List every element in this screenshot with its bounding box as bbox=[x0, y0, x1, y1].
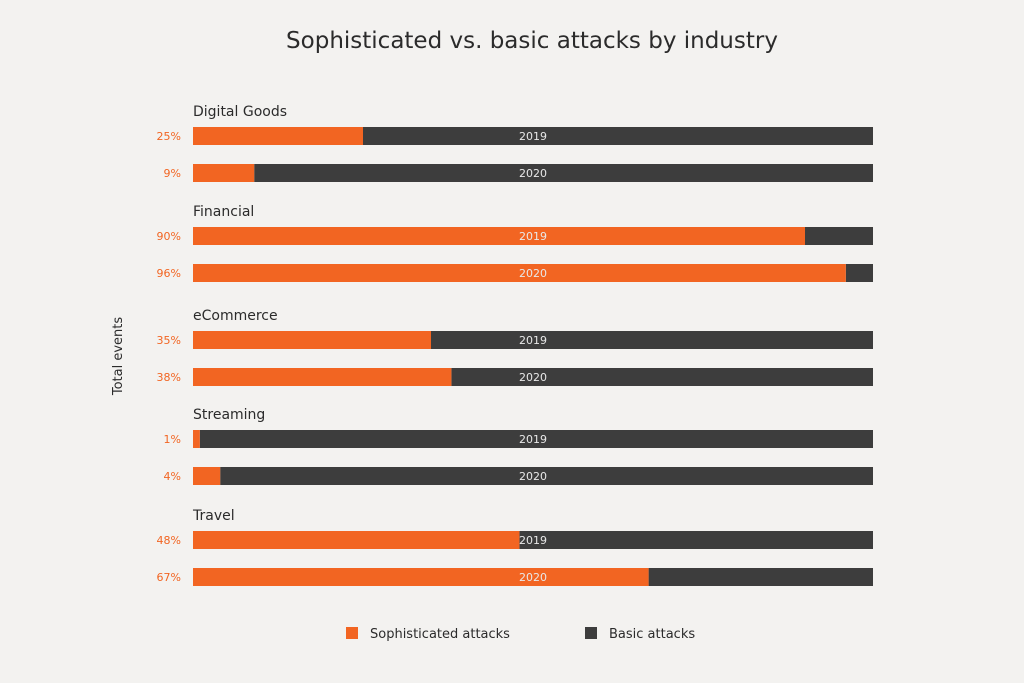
bar-basic-travel-2020 bbox=[648, 568, 873, 586]
bar-basic-streaming-2019 bbox=[199, 430, 874, 448]
legend-swatch-sophisticated-attacks bbox=[346, 627, 358, 639]
bar-basic-financial-2019 bbox=[805, 227, 873, 245]
percent-label-digital-goods-2020: 9% bbox=[164, 167, 181, 180]
legend-swatch-basic-attacks bbox=[585, 627, 597, 639]
bar-sophisticated-financial-2020 bbox=[193, 264, 846, 282]
plot-area: Digital Goods 2019 25% 2020 9% Financial 2019 9… bbox=[157, 104, 874, 586]
percent-label-travel-2020: 67% bbox=[157, 571, 181, 584]
bar-sophisticated-streaming-2019 bbox=[193, 430, 200, 448]
bar-sophisticated-travel-2020 bbox=[193, 568, 649, 586]
bar-sophisticated-streaming-2020 bbox=[193, 467, 221, 485]
bar-basic-streaming-2020 bbox=[220, 467, 873, 485]
bar-sophisticated-financial-2019 bbox=[193, 227, 805, 245]
bar-year-label-streaming-2020: 2020 bbox=[519, 470, 547, 483]
legend-label-basic-attacks: Basic attacks bbox=[609, 627, 695, 642]
bar-basic-ecommerce-2019 bbox=[431, 331, 873, 349]
percent-label-digital-goods-2019: 25% bbox=[157, 130, 181, 143]
bar-sophisticated-digital-goods-2020 bbox=[193, 164, 255, 182]
y-axis-label: Total events bbox=[111, 317, 126, 397]
bar-year-label-ecommerce-2020: 2020 bbox=[519, 371, 547, 384]
bar-basic-travel-2019 bbox=[519, 531, 873, 549]
bar-sophisticated-ecommerce-2019 bbox=[193, 331, 431, 349]
bar-basic-ecommerce-2020 bbox=[451, 368, 873, 386]
group-label-streaming: Streaming bbox=[193, 407, 265, 423]
group-label-financial: Financial bbox=[193, 204, 254, 220]
bar-year-label-financial-2020: 2020 bbox=[519, 267, 547, 280]
bar-sophisticated-travel-2019 bbox=[193, 531, 520, 549]
bar-year-label-ecommerce-2019: 2019 bbox=[519, 334, 547, 347]
percent-label-ecommerce-2020: 38% bbox=[157, 371, 181, 384]
bar-year-label-digital-goods-2020: 2020 bbox=[519, 167, 547, 180]
bar-year-label-streaming-2019: 2019 bbox=[519, 433, 547, 446]
bar-sophisticated-ecommerce-2020 bbox=[193, 368, 452, 386]
group-label-travel: Travel bbox=[192, 508, 235, 524]
percent-label-financial-2020: 96% bbox=[157, 267, 181, 280]
legend: Sophisticated attacks Basic attacks bbox=[346, 627, 695, 642]
group-label-digital-goods: Digital Goods bbox=[193, 104, 287, 120]
bar-year-label-travel-2019: 2019 bbox=[519, 534, 547, 547]
bar-year-label-digital-goods-2019: 2019 bbox=[519, 130, 547, 143]
bar-year-label-financial-2019: 2019 bbox=[519, 230, 547, 243]
bar-basic-digital-goods-2019 bbox=[363, 127, 873, 145]
percent-label-ecommerce-2019: 35% bbox=[157, 334, 181, 347]
group-label-ecommerce: eCommerce bbox=[193, 308, 278, 324]
percent-label-streaming-2020: 4% bbox=[164, 470, 181, 483]
percent-label-travel-2019: 48% bbox=[157, 534, 181, 547]
legend-label-sophisticated-attacks: Sophisticated attacks bbox=[370, 627, 510, 642]
bar-basic-digital-goods-2020 bbox=[254, 164, 873, 182]
bar-basic-financial-2020 bbox=[845, 264, 873, 282]
percent-label-streaming-2019: 1% bbox=[164, 433, 181, 446]
bar-sophisticated-digital-goods-2019 bbox=[193, 127, 363, 145]
percent-label-financial-2019: 90% bbox=[157, 230, 181, 243]
chart-title: Sophisticated vs. basic attacks by indus… bbox=[286, 28, 778, 54]
bar-year-label-travel-2020: 2020 bbox=[519, 571, 547, 584]
